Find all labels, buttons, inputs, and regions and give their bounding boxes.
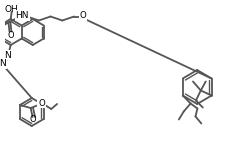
Text: N: N [0, 59, 6, 69]
Text: O: O [30, 115, 36, 125]
Text: O: O [79, 11, 86, 20]
Text: N: N [4, 51, 11, 59]
Text: OH: OH [5, 4, 18, 14]
Text: O: O [38, 98, 44, 107]
Text: HN: HN [15, 11, 29, 20]
Text: O: O [7, 31, 14, 40]
